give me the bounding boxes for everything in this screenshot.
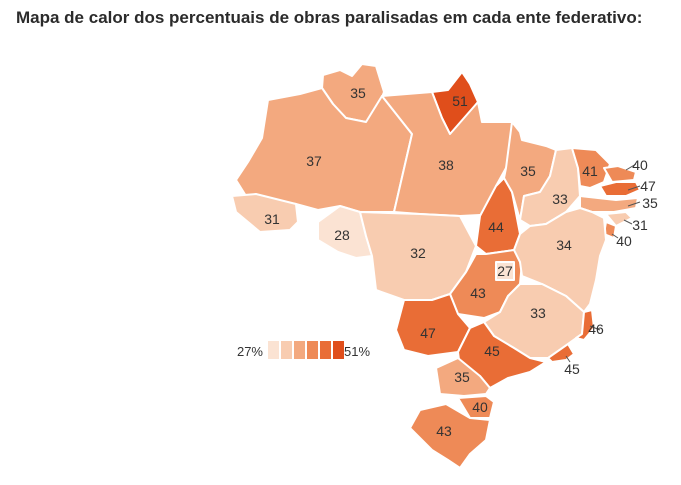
state-rs	[409, 403, 491, 469]
state-es	[575, 309, 595, 341]
label-ba: 34	[556, 237, 572, 253]
label-al: 31	[632, 217, 648, 233]
label-ce: 41	[582, 163, 598, 179]
label-pr: 35	[454, 369, 470, 385]
label-sp: 45	[484, 343, 500, 359]
legend-swatch	[333, 341, 344, 359]
label-rj: 45	[564, 361, 580, 377]
label-pe: 35	[642, 195, 658, 211]
state-ba	[513, 207, 607, 313]
legend-swatch	[281, 341, 292, 359]
label-am: 37	[306, 153, 322, 169]
legend-swatches	[268, 341, 344, 359]
label-pa: 38	[438, 157, 454, 173]
legend-swatch	[320, 341, 331, 359]
label-go: 43	[470, 285, 486, 301]
label-es: 46	[588, 321, 604, 337]
color-legend: 27% 51%	[237, 341, 370, 359]
label-ro: 28	[334, 227, 350, 243]
label-sc: 40	[472, 399, 488, 415]
state-mg	[483, 283, 585, 359]
label-mt: 32	[410, 245, 426, 261]
state-df	[495, 261, 515, 281]
label-ma: 35	[520, 163, 536, 179]
map-title: Mapa de calor dos percentuais de obras p…	[16, 8, 643, 27]
state-am	[235, 87, 413, 213]
state-ac	[231, 193, 299, 233]
state-pe	[579, 195, 639, 213]
label-se: 40	[616, 233, 632, 249]
leader-lines	[565, 163, 641, 363]
label-rr: 35	[350, 85, 366, 101]
state-pb	[599, 181, 641, 197]
label-pb: 47	[640, 178, 656, 194]
state-rn	[603, 165, 637, 183]
legend-max-label: 51%	[344, 344, 370, 359]
state-pr	[435, 357, 491, 397]
state-sc	[457, 395, 495, 419]
state-al	[605, 211, 633, 227]
label-rs: 43	[436, 423, 452, 439]
label-rn: 40	[632, 157, 648, 173]
label-mg: 33	[530, 305, 546, 321]
label-ap: 51	[452, 93, 468, 109]
legend-swatch	[294, 341, 305, 359]
state-ce	[571, 147, 611, 189]
label-df: 27	[497, 263, 513, 279]
legend-swatch	[268, 341, 279, 359]
label-ms: 47	[420, 325, 436, 341]
label-ac: 31	[264, 211, 280, 227]
label-pi: 33	[552, 191, 568, 207]
legend-min-label: 27%	[237, 344, 263, 359]
legend-swatch	[307, 341, 318, 359]
label-to: 44	[488, 219, 504, 235]
